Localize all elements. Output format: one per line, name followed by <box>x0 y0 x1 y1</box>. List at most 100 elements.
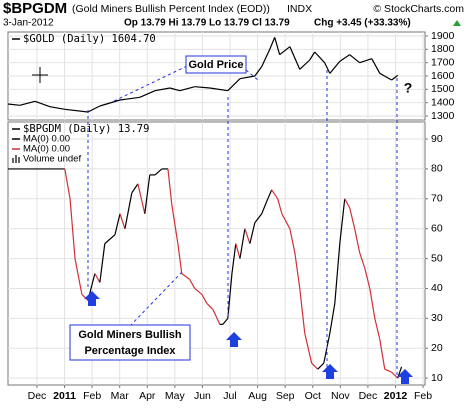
line-segment <box>194 288 203 295</box>
line-segment <box>244 228 251 244</box>
line-segment <box>281 213 291 229</box>
line-segment <box>209 87 228 92</box>
line-segment <box>379 72 392 81</box>
line-segment <box>329 303 336 334</box>
annotation-lines <box>87 65 398 376</box>
line-segment <box>254 66 263 77</box>
line-segment <box>194 86 210 89</box>
x-tick-label: Dec <box>359 390 378 402</box>
quote: Op 13.79 Hi 13.79 Lo 13.79 Cl 13.79 <box>124 18 290 29</box>
line-segment <box>139 90 156 98</box>
up-icon <box>453 20 461 26</box>
line-segment <box>169 87 180 92</box>
line-segment <box>354 228 361 253</box>
line-segment <box>179 86 195 92</box>
line-segment <box>261 198 269 214</box>
legend-swatch <box>18 157 20 163</box>
line-segment <box>99 243 106 283</box>
line-segment <box>269 37 276 50</box>
line-segment <box>64 108 89 113</box>
line-segment <box>137 183 146 214</box>
line-segment <box>114 213 121 235</box>
line-segment <box>212 309 221 325</box>
arrows <box>84 291 413 384</box>
line-segment <box>144 174 151 214</box>
x-tick-label: Nov <box>331 390 350 402</box>
line-segment <box>359 252 366 268</box>
line-segment <box>87 105 101 113</box>
x-tick-label: May <box>165 390 186 402</box>
line-segment <box>99 99 121 107</box>
line-segment <box>299 59 311 70</box>
line-segment <box>369 288 376 319</box>
y-tick-label: 1600 <box>431 70 455 82</box>
annotation-box <box>185 55 247 74</box>
line-segment <box>374 318 381 340</box>
line-segment <box>277 198 283 214</box>
line-segment <box>267 189 273 200</box>
line-segment <box>344 198 351 209</box>
line-segment <box>384 368 392 373</box>
x-tick-label: 2012 <box>384 390 408 402</box>
line-segment <box>154 87 170 92</box>
legend-label: $GOLD (Daily) 1604.70 <box>23 33 156 45</box>
line-segment <box>339 54 351 62</box>
y-tick-label: 70 <box>431 193 443 205</box>
line-segment <box>69 198 76 259</box>
legend-label: $BPGDM (Daily) 13.79 <box>23 123 149 135</box>
line-segment <box>239 228 246 259</box>
legend-label: MA(0) 0.00 <box>23 144 70 155</box>
line-segment <box>304 333 313 364</box>
y-tick-label: 40 <box>431 282 443 294</box>
line-segment <box>329 60 341 74</box>
line-segment <box>274 37 281 55</box>
line-segment <box>222 317 229 325</box>
x-tick-label: 2011 <box>53 390 76 402</box>
line-segment <box>177 243 183 274</box>
line-segment <box>349 54 361 64</box>
x-tick-label: Mar <box>111 390 130 402</box>
line-segment <box>261 49 271 67</box>
line-segment <box>289 228 296 253</box>
line-segment <box>119 96 140 101</box>
annotation: Gold Price <box>188 59 243 71</box>
annotation: Percentage Index <box>84 345 176 357</box>
date: 3-Jan-2012 <box>3 18 54 29</box>
line-segment <box>171 204 179 244</box>
line-segment <box>239 75 255 80</box>
line-segment <box>254 213 263 224</box>
line-segment <box>131 183 139 194</box>
line-segment <box>49 106 65 110</box>
y-tick-label: 80 <box>431 163 443 175</box>
line-segment <box>391 74 399 81</box>
line-segment <box>19 100 36 106</box>
line-segment <box>124 192 133 229</box>
y-tick-label: 1700 <box>431 56 455 68</box>
annotation-box <box>69 324 191 361</box>
x-tick-label: Jul <box>223 390 236 402</box>
x-tick-label: Sep <box>276 390 295 402</box>
line-segment <box>231 243 237 274</box>
line-segment <box>339 198 346 244</box>
line-segment <box>181 273 191 280</box>
y-tick-label: 1500 <box>431 83 455 95</box>
line-segment <box>167 168 173 205</box>
y-tick-label: 1800 <box>431 43 455 55</box>
line-segment <box>334 243 341 304</box>
line-segment <box>309 51 316 61</box>
line-segment <box>34 100 51 108</box>
line-segment <box>391 371 399 379</box>
line-segment <box>359 58 372 64</box>
y-tick-label: 30 <box>431 312 443 324</box>
line-segment <box>189 279 196 289</box>
line-segment <box>294 252 301 289</box>
change: Chg +3.45 (+33.33%) <box>314 18 411 29</box>
line-segment <box>7 103 20 106</box>
line-segment <box>271 189 279 200</box>
y-tick-label: 1400 <box>431 96 455 108</box>
y-tick-label: 1900 <box>431 30 455 42</box>
line-segment <box>249 222 256 244</box>
line-segment <box>81 294 89 301</box>
x-tick-label: Apr <box>139 390 156 402</box>
